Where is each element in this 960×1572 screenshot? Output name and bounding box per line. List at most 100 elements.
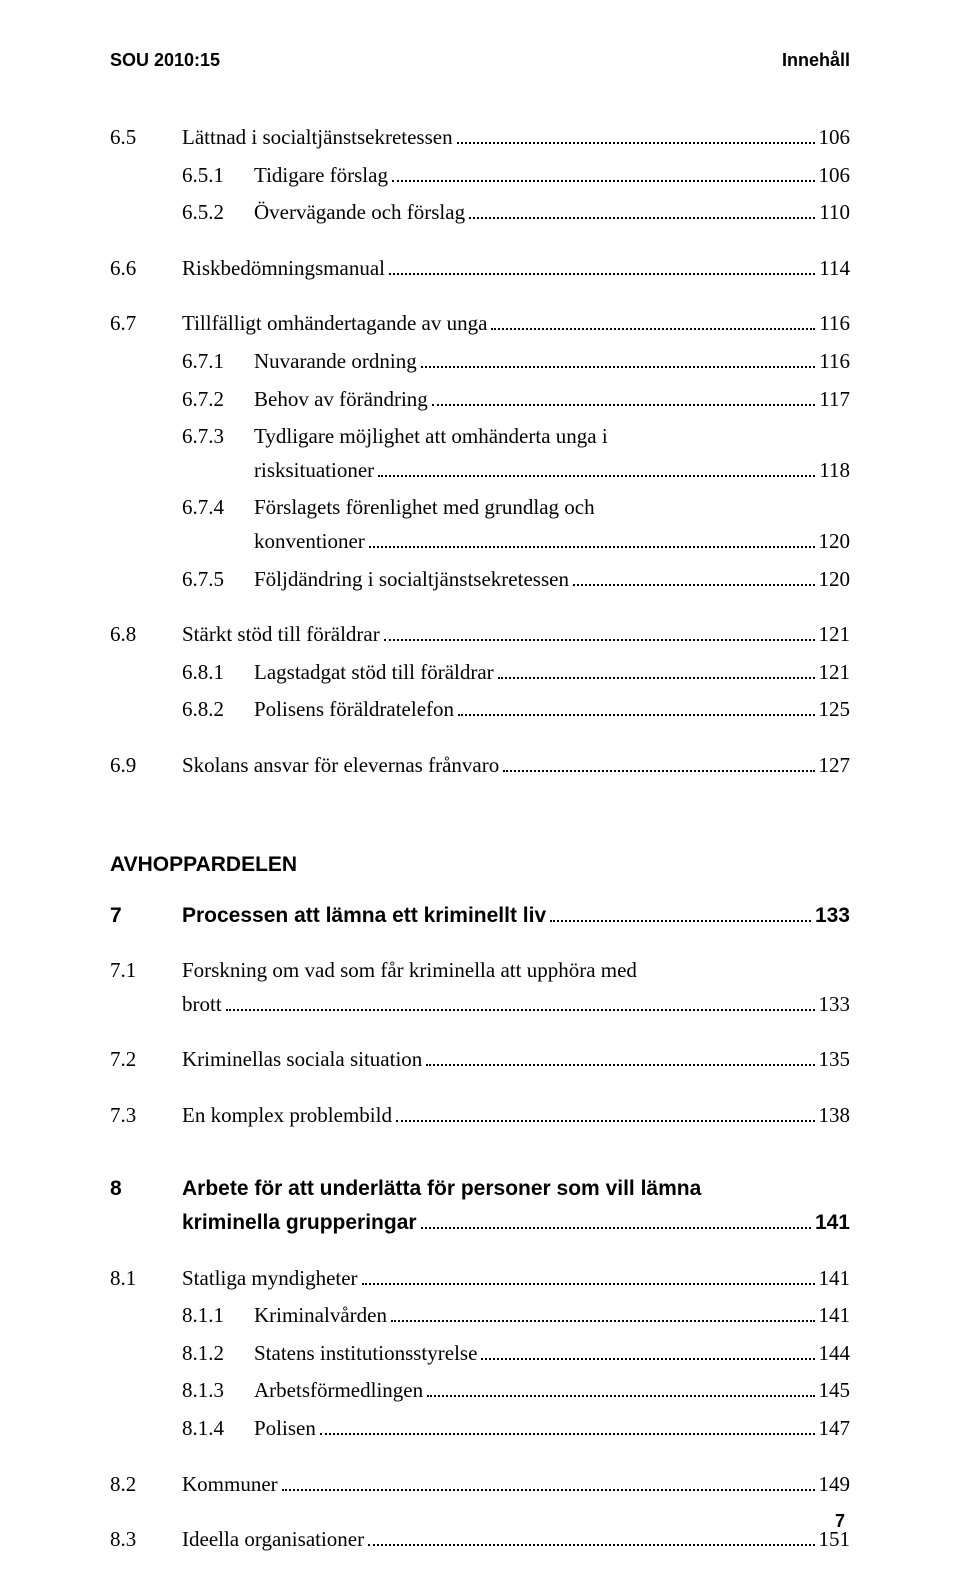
toc-page: 116 — [819, 307, 850, 341]
toc-page: 145 — [819, 1374, 851, 1408]
toc-text: Forskning om vad som får kriminella att … — [182, 954, 637, 988]
toc-number: 6.8.2 — [182, 693, 254, 727]
toc-page: 135 — [819, 1043, 851, 1077]
toc-number: 8.1.2 — [182, 1337, 254, 1371]
toc-number: 6.5.1 — [182, 159, 254, 193]
toc-number: 8.1.1 — [182, 1299, 254, 1333]
toc-page: 116 — [819, 345, 850, 379]
toc-page: 110 — [819, 196, 850, 230]
toc-text-continuation: kriminella grupperingar — [182, 1206, 417, 1240]
toc-number: 6.7.3 — [182, 420, 254, 454]
toc-text: Lättnad i socialtjänstsekretessen — [182, 121, 453, 155]
toc-number: 6.7.2 — [182, 383, 254, 417]
toc-number: 8.2 — [110, 1468, 182, 1502]
toc-entry: 6.8.2Polisens föräldratelefon 125 — [110, 693, 850, 727]
toc-entry: 8.1.4Polisen 147 — [110, 1412, 850, 1446]
toc-entry: 6.7.3Tydligare möjlighet att omhänderta … — [110, 420, 850, 487]
toc-text: Statliga myndigheter — [182, 1262, 358, 1296]
toc-page: 147 — [819, 1412, 851, 1446]
toc-page: 106 — [819, 121, 851, 155]
toc-text-continuation: brott — [182, 988, 222, 1022]
toc-page: 114 — [819, 252, 850, 286]
toc-text: Följdändring i socialtjänstsekretessen — [254, 563, 569, 597]
page-number: 7 — [835, 1511, 845, 1532]
section-heading: AVHOPPARDELEN — [110, 853, 850, 877]
toc-text: Kriminellas sociala situation — [182, 1043, 422, 1077]
toc-text: Kriminalvården — [254, 1299, 387, 1333]
toc-text: Statens institutionsstyrelse — [254, 1337, 477, 1371]
toc-number: 6.8 — [110, 618, 182, 652]
toc-text: Tidigare förslag — [254, 159, 388, 193]
toc-entry: 8.1.3Arbetsförmedlingen 145 — [110, 1374, 850, 1408]
toc-text: Riskbedömningsmanual — [182, 252, 385, 286]
toc-entry: 7.2Kriminellas sociala situation 135 — [110, 1043, 850, 1077]
toc-entry: 8.3Ideella organisationer151 — [110, 1523, 850, 1557]
toc-number: 6.7.5 — [182, 563, 254, 597]
toc-entry: 6.5.1Tidigare förslag 106 — [110, 159, 850, 193]
toc-text: Förslagets förenlighet med grundlag och — [254, 491, 595, 525]
header-left: SOU 2010:15 — [110, 50, 220, 71]
toc-page: 133 — [815, 899, 850, 933]
toc-page: 141 — [815, 1206, 850, 1240]
toc-text: Nuvarande ordning — [254, 345, 417, 379]
toc-entry: 6.5.2Övervägande och förslag 110 — [110, 196, 850, 230]
toc-number: 7.3 — [110, 1099, 182, 1133]
toc-text: Lagstadgat stöd till föräldrar — [254, 656, 494, 690]
toc-page: 144 — [819, 1337, 851, 1371]
toc-page: 121 — [819, 618, 851, 652]
toc-entry: 6.7Tillfälligt omhändertagande av unga11… — [110, 307, 850, 341]
toc-page: 133 — [819, 988, 851, 1022]
toc-text: Stärkt stöd till föräldrar — [182, 618, 380, 652]
toc-text: En komplex problembild — [182, 1099, 392, 1133]
toc-number: 6.9 — [110, 749, 182, 783]
toc-entry: 6.8Stärkt stöd till föräldrar 121 — [110, 618, 850, 652]
toc-entry: 6.9Skolans ansvar för elevernas frånvaro… — [110, 749, 850, 783]
toc-page: 118 — [819, 454, 850, 488]
toc-number: 6.7.1 — [182, 345, 254, 379]
toc-number: 6.5.2 — [182, 196, 254, 230]
toc-entry: 6.5Lättnad i socialtjänstsekretessen106 — [110, 121, 850, 155]
toc-number: 8.1.4 — [182, 1412, 254, 1446]
toc-text: Skolans ansvar för elevernas frånvaro — [182, 749, 499, 783]
table-of-contents: 6.5Lättnad i socialtjänstsekretessen1066… — [110, 121, 850, 1557]
toc-page: 149 — [819, 1468, 851, 1502]
toc-number: 8.1.3 — [182, 1374, 254, 1408]
toc-entry: 6.7.2Behov av förändring 117 — [110, 383, 850, 417]
toc-number: 7.2 — [110, 1043, 182, 1077]
toc-page: 141 — [819, 1299, 851, 1333]
toc-entry: 8.1.2Statens institutionsstyrelse 144 — [110, 1337, 850, 1371]
toc-entry: 8.1Statliga myndigheter 141 — [110, 1262, 850, 1296]
toc-number: 6.7.4 — [182, 491, 254, 525]
toc-page: 106 — [819, 159, 851, 193]
toc-page: 120 — [819, 525, 851, 559]
toc-page: 138 — [819, 1099, 851, 1133]
page-header: SOU 2010:15 Innehåll — [110, 50, 850, 71]
toc-page: 117 — [819, 383, 850, 417]
toc-entry: 6.7.1Nuvarande ordning 116 — [110, 345, 850, 379]
toc-entry: 8.2Kommuner 149 — [110, 1468, 850, 1502]
toc-entry: 8.1.1Kriminalvården 141 — [110, 1299, 850, 1333]
toc-text: Kommuner — [182, 1468, 278, 1502]
toc-number: 6.8.1 — [182, 656, 254, 690]
toc-number: 7 — [110, 899, 182, 933]
toc-number: 7.1 — [110, 954, 182, 988]
toc-text: Ideella organisationer — [182, 1523, 364, 1557]
toc-text-continuation: risksituationer — [254, 454, 374, 488]
toc-text: Tillfälligt omhändertagande av unga — [182, 307, 487, 341]
toc-entry: 6.7.5Följdändring i socialtjänstsekretes… — [110, 563, 850, 597]
toc-page: 125 — [819, 693, 851, 727]
toc-entry: 7.1Forskning om vad som får kriminella a… — [110, 954, 850, 1021]
toc-text: Processen att lämna ett kriminellt liv — [182, 899, 546, 933]
toc-entry: 7Processen att lämna ett kriminellt liv 1… — [110, 899, 850, 933]
toc-text: Polisens föräldratelefon — [254, 693, 454, 727]
toc-entry: 6.8.1Lagstadgat stöd till föräldrar121 — [110, 656, 850, 690]
toc-text: Övervägande och förslag — [254, 196, 465, 230]
toc-text: Tydligare möjlighet att omhänderta unga … — [254, 420, 608, 454]
toc-text: Arbetsförmedlingen — [254, 1374, 423, 1408]
toc-text: Arbete för att underlätta för personer s… — [182, 1172, 701, 1206]
header-right: Innehåll — [782, 50, 850, 71]
toc-number: 8.1 — [110, 1262, 182, 1296]
toc-page: 141 — [819, 1262, 851, 1296]
toc-text: Polisen — [254, 1412, 316, 1446]
toc-text: Behov av förändring — [254, 383, 428, 417]
